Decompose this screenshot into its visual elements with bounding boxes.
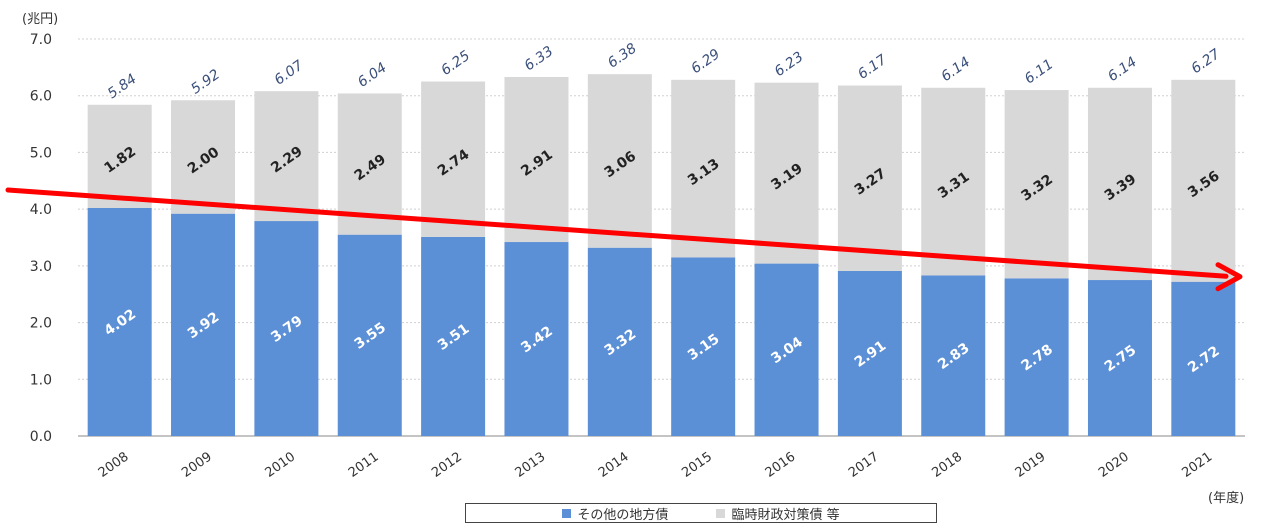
x-tick-label: 2010 xyxy=(263,449,299,480)
y-tick-label: 6.0 xyxy=(30,89,52,105)
bar-special-bonds-2009 xyxy=(171,100,236,214)
total-label: 5.92 xyxy=(188,67,223,98)
bar-special-bonds-2013 xyxy=(504,76,569,243)
bar-special-bonds-2011 xyxy=(337,93,402,235)
legend-swatch-special-bonds xyxy=(716,508,726,518)
x-tick-label: 2009 xyxy=(179,449,215,480)
bar-special-bonds-2017 xyxy=(837,85,902,271)
y-tick-label: 1.0 xyxy=(30,372,52,388)
bar-other-bonds-2016 xyxy=(754,263,819,436)
x-tick-label: 2018 xyxy=(929,449,965,480)
x-tick-label: 2013 xyxy=(513,449,549,480)
bar-other-bonds-2014 xyxy=(587,247,652,436)
legend-label-other-bonds: その他の地方債 xyxy=(577,507,669,523)
bar-other-bonds-2008 xyxy=(87,208,152,436)
bar-other-bonds-2017 xyxy=(837,270,902,436)
total-label: 6.14 xyxy=(1105,54,1140,85)
bar-special-bonds-2008 xyxy=(87,104,152,209)
x-tick-label: 2021 xyxy=(1179,449,1215,480)
x-tick-label: 2008 xyxy=(96,449,132,480)
y-tick-label: 2.0 xyxy=(30,316,52,332)
y-axis-unit-label: (兆円) xyxy=(22,12,59,27)
bar-other-bonds-2013 xyxy=(504,242,569,436)
bar-other-bonds-2020 xyxy=(1087,280,1152,436)
legend-swatch-other-bonds xyxy=(562,508,572,518)
x-tick-label: 2014 xyxy=(596,449,632,480)
x-tick-label: 2020 xyxy=(1096,449,1132,480)
legend-item-special-bonds: 臨時財政対策債 等 xyxy=(716,504,840,523)
y-tick-label: 0.0 xyxy=(30,429,52,445)
legend-item-other-bonds: その他の地方債 xyxy=(562,504,668,523)
y-tick-label: 4.0 xyxy=(30,202,52,218)
total-label: 6.29 xyxy=(688,46,723,77)
bar-other-bonds-2011 xyxy=(337,234,402,436)
bar-special-bonds-2021 xyxy=(1171,79,1236,282)
x-tick-label: 2016 xyxy=(763,449,799,480)
bar-special-bonds-2012 xyxy=(421,81,486,237)
total-label: 6.27 xyxy=(1189,46,1224,77)
bar-special-bonds-2018 xyxy=(921,87,986,276)
y-tick-label: 5.0 xyxy=(30,145,52,161)
trend-arrow-head xyxy=(1215,262,1243,292)
bar-special-bonds-2010 xyxy=(254,91,319,222)
bar-special-bonds-2019 xyxy=(1004,90,1069,279)
legend-label-special-bonds: 臨時財政対策債 等 xyxy=(731,507,840,523)
x-tick-label: 2011 xyxy=(346,449,382,480)
total-label: 6.04 xyxy=(355,60,390,91)
total-label: 6.11 xyxy=(1022,56,1057,87)
y-tick-label: 3.0 xyxy=(30,259,52,275)
total-label: 6.23 xyxy=(772,49,807,80)
bar-other-bonds-2021 xyxy=(1171,281,1236,436)
bar-special-bonds-2020 xyxy=(1087,87,1152,281)
x-tick-label: 2017 xyxy=(846,449,882,480)
total-label: 6.17 xyxy=(855,52,890,83)
x-axis-unit-label: (年度) xyxy=(1208,491,1245,506)
bar-special-bonds-2016 xyxy=(754,82,819,264)
total-label: 6.14 xyxy=(938,54,973,85)
x-tick-label: 2012 xyxy=(429,449,465,480)
bar-special-bonds-2015 xyxy=(671,79,736,258)
bar-other-bonds-2018 xyxy=(921,275,986,436)
total-label: 6.25 xyxy=(438,48,473,79)
total-label: 5.84 xyxy=(105,71,140,102)
trend-arrow-line xyxy=(5,187,1229,279)
y-tick-label: 7.0 xyxy=(30,32,52,48)
x-tick-label: 2015 xyxy=(679,449,715,480)
x-tick-label: 2019 xyxy=(1013,449,1049,480)
bar-other-bonds-2015 xyxy=(671,257,736,436)
total-label: 6.07 xyxy=(272,57,307,88)
bar-other-bonds-2010 xyxy=(254,221,319,436)
bar-other-bonds-2019 xyxy=(1004,278,1069,436)
bar-special-bonds-2014 xyxy=(587,74,652,248)
bar-other-bonds-2009 xyxy=(171,213,236,436)
bar-other-bonds-2012 xyxy=(421,236,486,436)
legend: その他の地方債 臨時財政対策債 等 xyxy=(465,503,937,523)
total-label: 6.33 xyxy=(522,43,557,74)
total-label: 6.38 xyxy=(605,40,640,71)
